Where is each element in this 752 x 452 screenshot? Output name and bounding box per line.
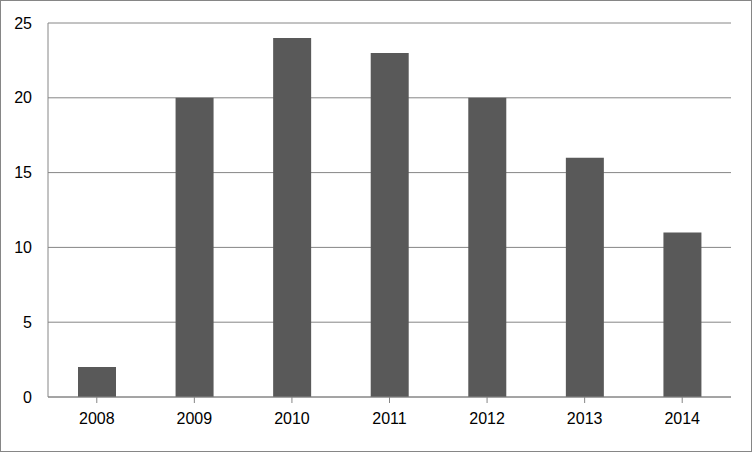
svg-text:2009: 2009 (177, 410, 213, 427)
svg-text:2010: 2010 (274, 410, 310, 427)
svg-text:2008: 2008 (79, 410, 115, 427)
svg-text:10: 10 (14, 239, 32, 256)
svg-text:2013: 2013 (567, 410, 603, 427)
svg-text:25: 25 (14, 15, 32, 32)
svg-text:15: 15 (14, 164, 32, 181)
svg-text:2011: 2011 (372, 410, 407, 427)
svg-text:2012: 2012 (469, 410, 505, 427)
svg-text:20: 20 (14, 89, 32, 106)
svg-text:5: 5 (23, 314, 32, 331)
svg-text:2014: 2014 (664, 410, 700, 427)
svg-text:0: 0 (23, 389, 32, 406)
